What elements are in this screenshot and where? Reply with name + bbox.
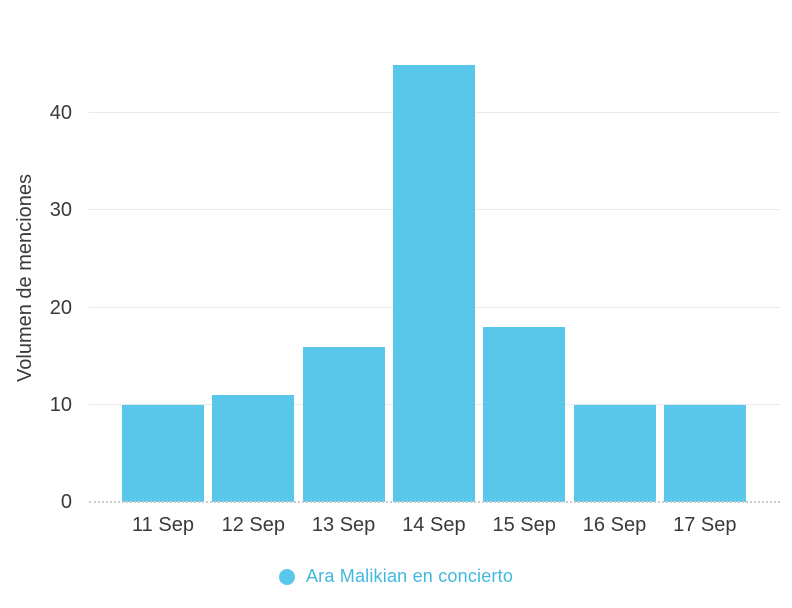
legend[interactable]: Ara Malikian en concierto <box>0 566 792 587</box>
legend-marker-icon <box>278 568 295 585</box>
y-tick-label-40: 40 <box>49 102 72 125</box>
bar-16-sep[interactable] <box>573 404 656 502</box>
y-tick-label-20: 20 <box>49 296 72 319</box>
y-tick-label-10: 10 <box>49 393 72 416</box>
bar-12-sep[interactable] <box>212 395 295 502</box>
x-tick-label-15-sep: 15 Sep <box>492 514 556 536</box>
x-tick-label-11-sep: 11 Sep <box>132 514 194 536</box>
x-tick-label-17-sep: 17 Sep <box>673 514 737 536</box>
bar-17-sep[interactable] <box>663 404 746 502</box>
bar-13-sep[interactable] <box>302 346 385 502</box>
bar-11-sep[interactable] <box>122 404 204 502</box>
bar-14-sep[interactable] <box>392 64 475 502</box>
x-tick-label-12-sep: 12 Sep <box>221 514 285 536</box>
x-tick-label-14-sep: 14 Sep <box>402 514 466 536</box>
x-tick-label-16-sep: 16 Sep <box>582 514 647 536</box>
x-tick-label-13-sep: 13 Sep <box>311 514 376 536</box>
y-tick-label-30: 30 <box>49 199 72 222</box>
y-tick-label-0: 0 <box>60 491 72 513</box>
bar-15-sep[interactable] <box>483 327 566 502</box>
y-axis-title: Volumen de menciones <box>14 174 36 382</box>
legend-label: Ara Malikian en concierto <box>305 566 514 586</box>
x-axis-line <box>89 501 780 503</box>
plot-area <box>89 55 780 502</box>
